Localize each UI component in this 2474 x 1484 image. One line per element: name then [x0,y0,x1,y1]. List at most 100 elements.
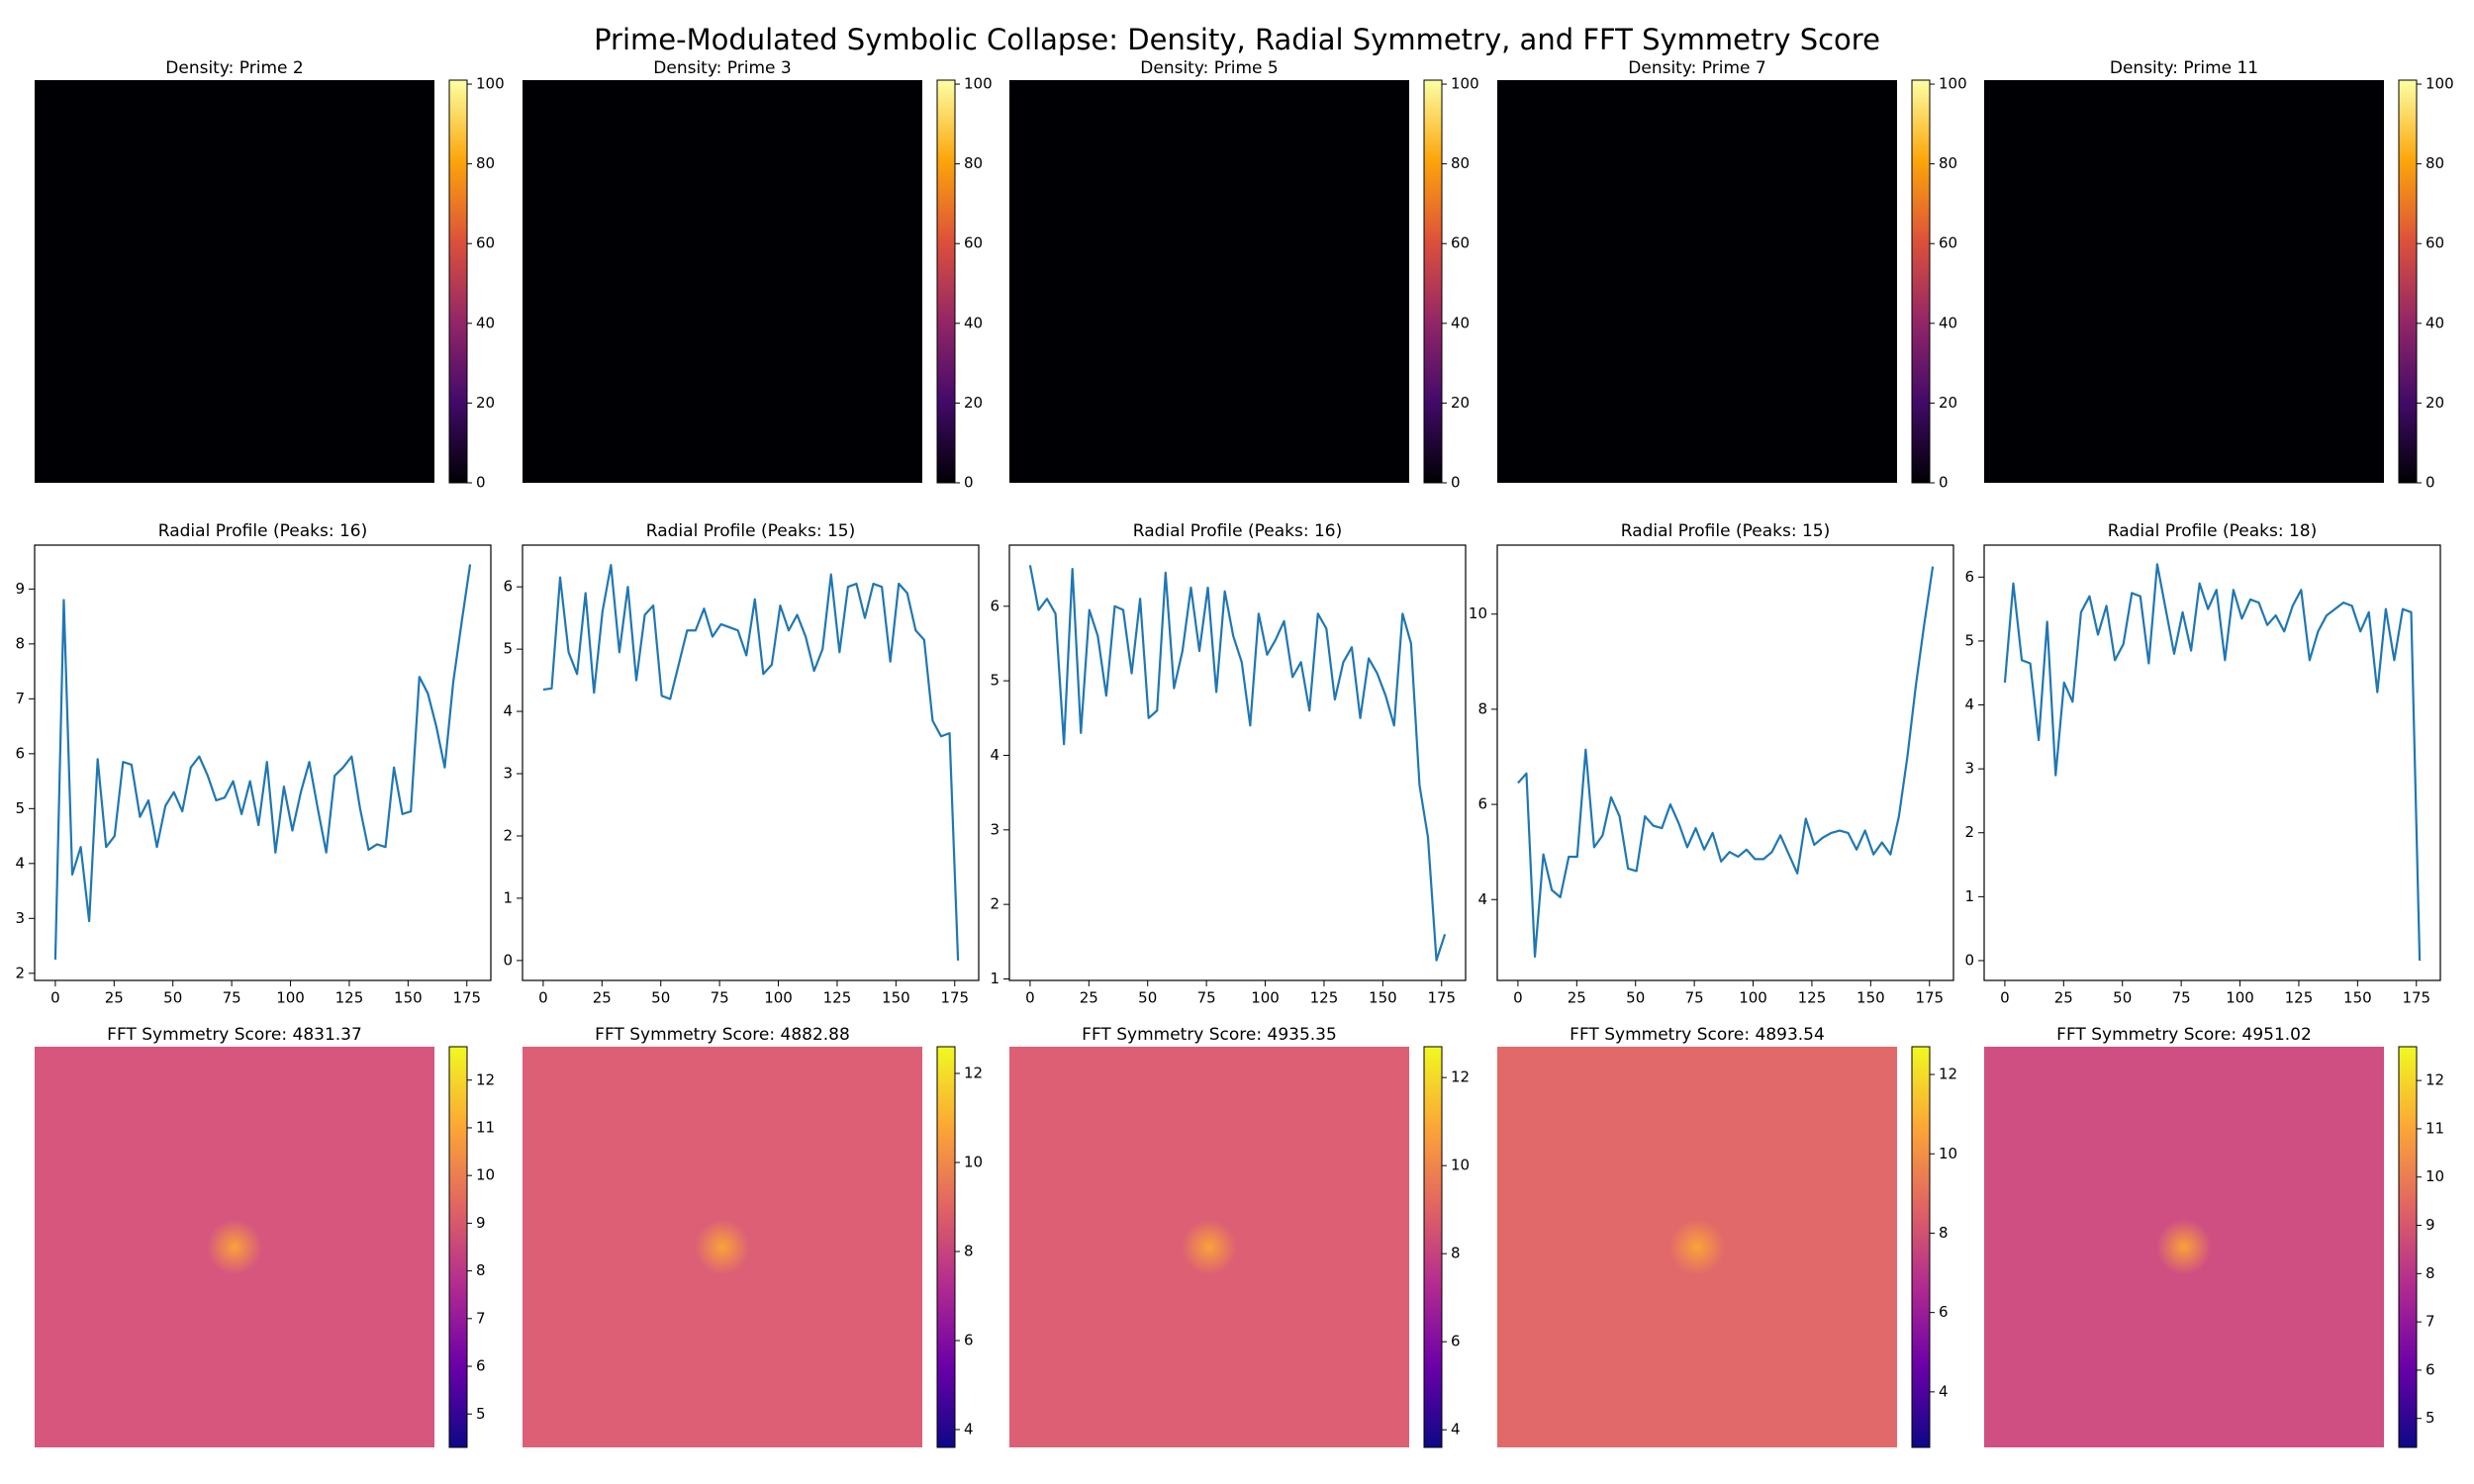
subplot-title: FFT Symmetry Score: 4935.35 [1082,1025,1337,1045]
y-tick-label: 4 [1964,696,1974,713]
colorbar-tick-label: 100 [476,75,505,93]
y-tick-label: 4 [1477,890,1487,908]
y-tick-label: 9 [15,580,25,598]
colorbar-tick-label: 12 [964,1065,983,1082]
subplot-title: Radial Profile (Peaks: 15) [646,521,855,541]
colorbar-tick-label: 4 [964,1421,974,1438]
subplot-title: Radial Profile (Peaks: 18) [2108,521,2317,541]
x-tick-label: 125 [823,989,852,1007]
x-tick-label: 175 [1915,989,1944,1007]
axes-frame [1983,544,2441,981]
colorbar-tick-label: 6 [964,1332,974,1349]
center-glow [1182,1219,1237,1275]
y-tick-label: 6 [1964,568,1974,586]
x-tick-label: 25 [105,989,124,1007]
x-tick-label: 0 [2000,989,2010,1007]
subplot-title: FFT Symmetry Score: 4882.88 [595,1025,850,1045]
center-glow [2156,1219,2212,1275]
x-tick-label: 75 [711,989,729,1007]
image [1984,80,2384,483]
colorbar-tick-label: 8 [476,1261,486,1279]
subplot-title: FFT Symmetry Score: 4831.37 [107,1025,362,1045]
y-tick-label: 2 [1964,823,1974,841]
colorbar-tick-label: 0 [1451,474,1461,492]
x-tick-label: 25 [1568,989,1586,1007]
y-tick-label: 6 [1477,795,1487,813]
colorbar-tick-label: 80 [1939,154,1957,172]
x-tick-label: 75 [1685,989,1704,1007]
colorbar-tick-label: 80 [476,154,495,172]
colorbar [2398,1046,2418,1448]
colorbar-tick-label: 6 [476,1357,486,1375]
colorbar-tick-label: 80 [2426,154,2444,172]
image [1497,80,1897,483]
colorbar-tick-label: 4 [1451,1421,1461,1438]
y-tick-label: 4 [990,746,999,764]
y-tick-label: 5 [1964,631,1974,649]
x-tick-label: 75 [2172,989,2191,1007]
axes-frame [34,544,492,981]
x-tick-label: 50 [1626,989,1645,1007]
y-tick-label: 6 [990,597,999,614]
line-series [53,564,472,960]
colorbar [1911,1046,1931,1448]
colorbar-tick-label: 0 [2426,474,2435,492]
image [523,80,922,483]
colorbar-tick-label: 8 [964,1243,974,1260]
colorbar-tick-label: 8 [1939,1224,1949,1242]
x-tick-label: 150 [882,989,910,1007]
colorbar-tick-label: 100 [2426,75,2454,93]
colorbar-tick-label: 20 [1939,394,1957,412]
subplot-title: FFT Symmetry Score: 4951.02 [2056,1025,2312,1045]
y-tick-label: 8 [1477,699,1487,717]
colorbar-tick-label: 4 [1939,1382,1949,1400]
subplot-title: Density: Prime 5 [1140,58,1278,78]
y-tick-label: 1 [503,888,513,906]
colorbar-tick-label: 12 [2426,1071,2444,1089]
x-tick-label: 175 [2402,989,2430,1007]
y-tick-label: 0 [1964,951,1974,969]
x-tick-label: 75 [223,989,241,1007]
colorbar-tick-label: 7 [2426,1313,2435,1331]
colorbar-tick-label: 10 [476,1166,495,1184]
y-tick-label: 2 [503,826,513,844]
colorbar-tick-label: 100 [964,75,993,93]
y-tick-label: 1 [990,970,999,987]
x-tick-label: 125 [335,989,364,1007]
colorbar-tick-label: 6 [2426,1360,2435,1378]
y-tick-label: 3 [503,765,513,783]
axes-frame [1008,544,1467,981]
y-tick-label: 3 [1964,760,1974,778]
colorbar-tick-label: 10 [1451,1157,1470,1174]
y-tick-label: 8 [15,634,25,652]
subplot-title: Radial Profile (Peaks: 16) [158,521,367,541]
x-tick-label: 175 [452,989,481,1007]
axes-frame [1496,544,1954,981]
colorbar-tick-label: 80 [1451,154,1470,172]
axes-frame [522,544,980,981]
y-tick-label: 7 [15,690,25,707]
colorbar-tick-label: 0 [476,474,486,492]
x-tick-label: 25 [593,989,612,1007]
line-series [542,564,960,961]
colorbar-tick-label: 10 [1939,1145,1957,1162]
colorbar-tick-label: 11 [2426,1119,2444,1137]
colorbar-tick-label: 40 [964,314,983,331]
line-series [1028,565,1447,962]
center-glow [695,1219,750,1275]
colorbar-tick-label: 80 [964,154,983,172]
colorbar-tick-label: 60 [2426,234,2444,252]
x-tick-label: 50 [2113,989,2132,1007]
x-tick-label: 50 [163,989,182,1007]
x-tick-label: 125 [2285,989,2314,1007]
colorbar-tick-label: 7 [476,1309,486,1327]
y-tick-label: 6 [503,578,513,596]
colorbar-tick-label: 6 [1939,1303,1949,1321]
colorbar-tick-label: 9 [476,1214,486,1232]
y-tick-label: 3 [990,820,999,838]
x-tick-label: 175 [1427,989,1456,1007]
x-tick-label: 100 [1251,989,1280,1007]
colorbar [1911,79,1931,484]
line-series [2003,563,2422,961]
